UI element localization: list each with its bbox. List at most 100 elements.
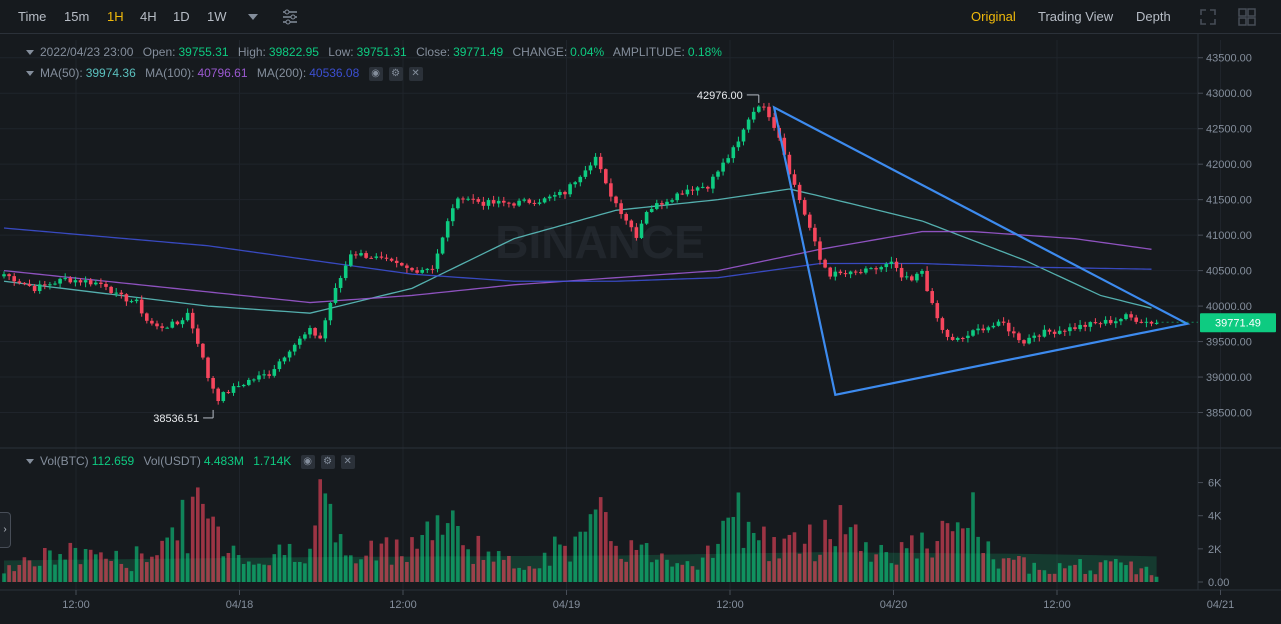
volume-tick-label: 4K (1208, 511, 1222, 523)
interval-1d[interactable]: 1D (173, 9, 190, 24)
ohlc-datetime: 2022/04/23 23:00 (40, 45, 134, 59)
volume-bar (981, 552, 985, 582)
candle-body (568, 184, 572, 195)
candle-body (1098, 323, 1103, 325)
candle-body (649, 208, 654, 213)
candle-body (690, 189, 695, 191)
volume-bar (833, 546, 838, 582)
layout-grid-icon[interactable] (1238, 8, 1256, 26)
candle-body (466, 198, 470, 200)
candle-body (813, 227, 817, 242)
time-tick-label: 12:00 (62, 599, 90, 611)
collapse-triangle-icon[interactable] (26, 71, 34, 77)
indicator-settings-icon[interactable] (281, 8, 299, 26)
candle-body (175, 321, 180, 325)
fullscreen-icon[interactable] (1199, 8, 1217, 26)
volume-bar (558, 544, 562, 582)
volume-bar (206, 518, 210, 582)
collapse-triangle-icon[interactable] (26, 459, 34, 465)
volume-bar (160, 540, 164, 582)
time-tick-label: 04/19 (553, 599, 581, 611)
volume-bar (690, 566, 695, 582)
candle-body (318, 335, 322, 339)
volume-bar (272, 554, 277, 582)
volume-bar (619, 558, 623, 582)
volume-bar (991, 559, 996, 582)
vol-btc-value: 112.659 (91, 454, 135, 468)
candle-body (955, 337, 960, 340)
candle-body (481, 201, 486, 206)
close-icon[interactable]: ✕ (340, 454, 355, 469)
volume-bar (384, 537, 389, 582)
volume-bar (216, 526, 220, 582)
interval-time[interactable]: Time (18, 9, 47, 24)
interval-15m[interactable]: 15m (64, 9, 90, 24)
settings-icon[interactable]: ⚙ (320, 454, 335, 469)
volume-bar (73, 547, 78, 582)
candle-body (94, 282, 98, 285)
volume-bar (1083, 573, 1087, 582)
candle-body (899, 267, 904, 278)
candle-body (109, 286, 113, 293)
volume-bar (598, 497, 603, 582)
candle-body (201, 343, 205, 358)
volume-bar (78, 564, 83, 582)
candle-body (884, 263, 889, 268)
candle-body (930, 291, 934, 304)
candle-body (838, 271, 843, 274)
candle-body (578, 176, 583, 183)
candle-body (920, 270, 924, 274)
volume-bar (573, 536, 577, 582)
view-original[interactable]: Original (971, 9, 1016, 24)
settings-icon[interactable]: ⚙ (388, 66, 403, 81)
candle-body (1032, 335, 1036, 338)
time-axis: 12:00 04/18 12:00 04/19 12:00 04/20 12:00 04/21… (62, 590, 1235, 611)
ma50-label: MA(50): (40, 66, 83, 80)
chevron-down-icon[interactable] (246, 12, 264, 30)
volume-bar (1032, 562, 1036, 582)
candle-body (400, 262, 404, 266)
time-tick-label: 12:00 (389, 599, 417, 611)
volume-bar (476, 535, 481, 582)
volume-bar (333, 542, 338, 582)
close-icon[interactable]: ✕ (408, 66, 423, 81)
price-tick-label: 40000.00 (1206, 301, 1252, 313)
volume-bar (221, 556, 226, 582)
candle-body (445, 221, 450, 238)
volume-bar (328, 503, 333, 582)
volume-bar (777, 558, 781, 582)
volume-bar (894, 564, 899, 582)
view-depth[interactable]: Depth (1136, 9, 1171, 24)
price-markers: 42976.00 38536.51 (153, 90, 760, 425)
volume-bar (12, 571, 16, 582)
volume-bar (609, 541, 613, 582)
interval-1h[interactable]: 1H (107, 9, 124, 24)
price-tick-label: 41000.00 (1206, 230, 1252, 242)
volume-bar (955, 522, 960, 582)
interval-4h[interactable]: 4H (140, 9, 157, 24)
candle-body (333, 287, 338, 303)
view-trading-view[interactable]: Trading View (1038, 9, 1114, 24)
candle-body (262, 374, 266, 376)
candle-body (1063, 330, 1067, 332)
interval-1w[interactable]: 1W (207, 9, 227, 24)
candle-body (767, 106, 771, 118)
volume-bar (772, 537, 776, 582)
candle-body (782, 137, 787, 155)
volume-bar (757, 540, 761, 582)
candle-body (58, 278, 62, 284)
candle-body (456, 198, 460, 209)
candlesticks (2, 102, 1159, 405)
volume-bar (1124, 565, 1128, 582)
time-tick-label: 04/21 (1207, 599, 1235, 611)
volume-bar (201, 503, 205, 582)
candle-body (634, 227, 639, 238)
eye-icon[interactable]: ◉ (368, 66, 383, 81)
volume-bar (950, 531, 955, 582)
candle-body (1103, 319, 1108, 324)
candle-body (359, 253, 363, 256)
collapse-triangle-icon[interactable] (26, 50, 34, 56)
expand-sidebar-icon[interactable]: › (0, 512, 11, 548)
eye-icon[interactable]: ◉ (300, 454, 315, 469)
